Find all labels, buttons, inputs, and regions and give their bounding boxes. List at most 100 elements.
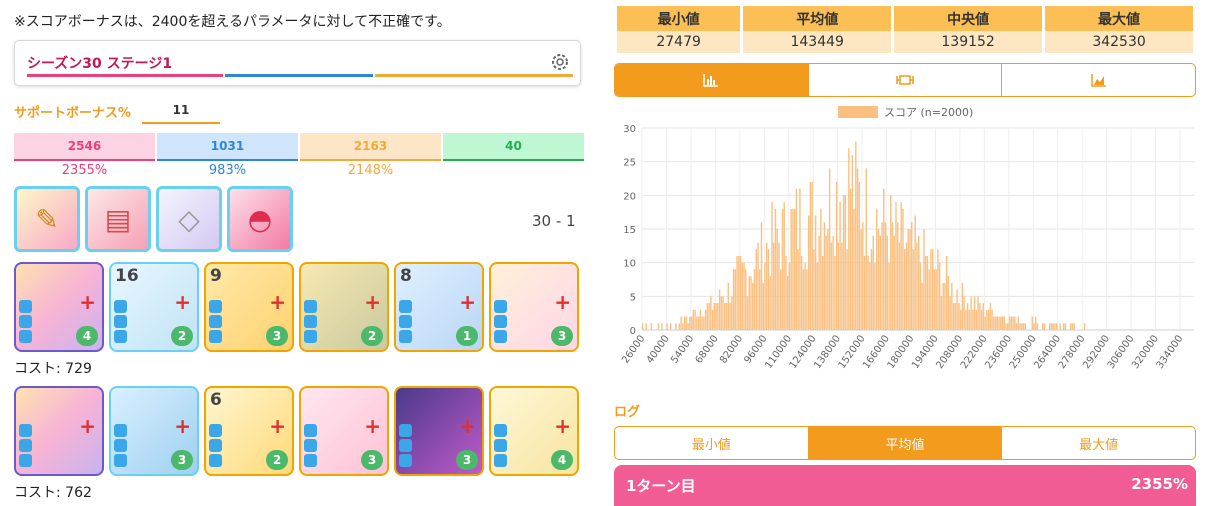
- card-side-icons: [399, 424, 413, 468]
- plus-icon: +: [459, 290, 476, 314]
- histogram-bar: [849, 188, 852, 330]
- plus-icon: +: [554, 414, 571, 438]
- histogram-bar: [650, 323, 653, 330]
- feather-skill-card[interactable]: +4: [489, 386, 579, 476]
- histogram-bar: [1071, 323, 1074, 330]
- concert-skill-card[interactable]: +3: [394, 386, 484, 476]
- histogram-bar: [918, 235, 920, 330]
- histogram-bar: [722, 296, 724, 330]
- idol-portrait-card[interactable]: +4: [14, 262, 104, 352]
- audience-skill-card[interactable]: 8 +1: [394, 262, 484, 352]
- stat-header: 最小値: [617, 6, 741, 31]
- effect-icon: [494, 330, 507, 343]
- card-side-icons: [304, 300, 318, 344]
- tab-histogram[interactable]: [615, 64, 809, 96]
- histogram-bar: [984, 316, 986, 330]
- histogram-bar: [683, 316, 686, 330]
- wand-item-icon[interactable]: ✎: [14, 186, 80, 252]
- histogram-bar: [783, 202, 785, 330]
- histogram-bar: [862, 222, 864, 330]
- histogram-bar: [848, 148, 850, 330]
- stat-header: 平均値: [743, 6, 892, 31]
- card-badge: 16: [115, 266, 139, 286]
- stage-duo-skill-card[interactable]: +3: [109, 386, 199, 476]
- histogram-bar: [877, 229, 880, 330]
- histogram-bar: [998, 316, 1000, 330]
- card-level-badge: 2: [171, 326, 193, 346]
- support-bonus-input[interactable]: 11: [142, 100, 220, 124]
- histogram-bar: [657, 323, 660, 330]
- histogram-bar: [1021, 323, 1023, 330]
- histogram-bar: [860, 229, 862, 330]
- tab-area[interactable]: [1002, 64, 1195, 96]
- star-skill-card[interactable]: +2: [299, 262, 389, 352]
- effect-icon: [19, 315, 32, 328]
- histogram-bar: [846, 249, 848, 330]
- histogram-bar: [965, 309, 967, 330]
- histogram-bar: [879, 235, 881, 330]
- histogram-bar: [1069, 323, 1072, 330]
- histogram-bar: [937, 249, 939, 330]
- plus-icon: +: [269, 290, 286, 314]
- effect-icon: [209, 454, 222, 467]
- histogram-bar: [987, 309, 990, 330]
- bar-chart-icon: [703, 74, 719, 87]
- wheel-skill-card[interactable]: +3: [299, 386, 389, 476]
- gear-icon[interactable]: [550, 52, 570, 72]
- histogram-bar: [1064, 323, 1067, 330]
- histogram-bar: [835, 181, 838, 330]
- idol-portrait-card[interactable]: +: [14, 386, 104, 476]
- histogram-bar: [830, 242, 833, 330]
- effect-icon: [399, 454, 412, 467]
- turn-header[interactable]: 1ターン目 2355%: [614, 465, 1196, 506]
- histogram-bar: [701, 316, 703, 330]
- param-value: 1031: [157, 133, 298, 161]
- histogram-bar: [942, 282, 944, 330]
- histogram-bar: [919, 262, 922, 330]
- histogram-bar: [825, 235, 827, 330]
- red-cap-item-icon[interactable]: ◓: [227, 186, 293, 252]
- histogram-bar: [818, 235, 820, 330]
- stat-value: 27479: [617, 31, 741, 53]
- handkerchief-item-icon[interactable]: ◇: [156, 186, 222, 252]
- histogram-bar: [909, 229, 911, 330]
- param-percent: 2148%: [347, 163, 394, 178]
- card-side-icons: [209, 424, 223, 468]
- histogram-bar: [732, 269, 735, 330]
- effect-icon: [304, 424, 317, 437]
- stats-table: 最小値 平均値 中央値 最大値 27479 143449 139152 3425…: [614, 6, 1196, 53]
- tab-log-mean[interactable]: 平均値: [808, 427, 1003, 459]
- histogram-bar: [993, 316, 995, 330]
- histogram-bar: [961, 282, 964, 330]
- card-level-badge: 3: [266, 326, 288, 346]
- histogram-bar: [1007, 323, 1009, 330]
- histogram-bar: [802, 269, 805, 330]
- tab-boxplot[interactable]: [809, 64, 1003, 96]
- histogram-bar: [669, 323, 672, 330]
- film-skill-card[interactable]: 9 +3: [204, 262, 294, 352]
- histogram-bar: [1035, 316, 1037, 330]
- goose-skill-card[interactable]: 16 +2: [109, 262, 199, 352]
- hands-skill-card[interactable]: +3: [489, 262, 579, 352]
- histogram-bar: [832, 235, 834, 330]
- histogram-bar: [884, 222, 887, 330]
- histogram-bar: [703, 316, 705, 330]
- histogram-bar: [780, 269, 782, 330]
- tab-log-min[interactable]: 最小値: [615, 427, 809, 459]
- chart-skill-card[interactable]: 6 +2: [204, 386, 294, 476]
- histogram-bar: [741, 262, 743, 330]
- histogram-bar: [900, 202, 902, 330]
- histogram-bar: [745, 269, 747, 330]
- histogram-bar: [715, 303, 717, 330]
- histogram-bar: [989, 303, 992, 330]
- histogram-bar: [951, 282, 953, 330]
- card-side-icons: [114, 300, 128, 344]
- card-badge: 6: [210, 390, 222, 410]
- ramen-bag-item-icon[interactable]: ▤: [85, 186, 151, 252]
- effect-icon: [19, 424, 32, 437]
- stage-selector[interactable]: シーズン30 ステージ1: [14, 40, 581, 86]
- effect-icon: [19, 439, 32, 452]
- histogram-bar: [956, 289, 958, 330]
- plus-icon: +: [174, 414, 191, 438]
- tab-log-max[interactable]: 最大値: [1079, 437, 1119, 453]
